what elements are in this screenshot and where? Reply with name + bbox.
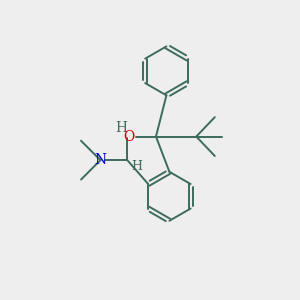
Text: H: H <box>116 121 128 135</box>
Text: N: N <box>94 153 106 167</box>
Text: O: O <box>124 130 135 144</box>
Text: H: H <box>131 160 142 173</box>
